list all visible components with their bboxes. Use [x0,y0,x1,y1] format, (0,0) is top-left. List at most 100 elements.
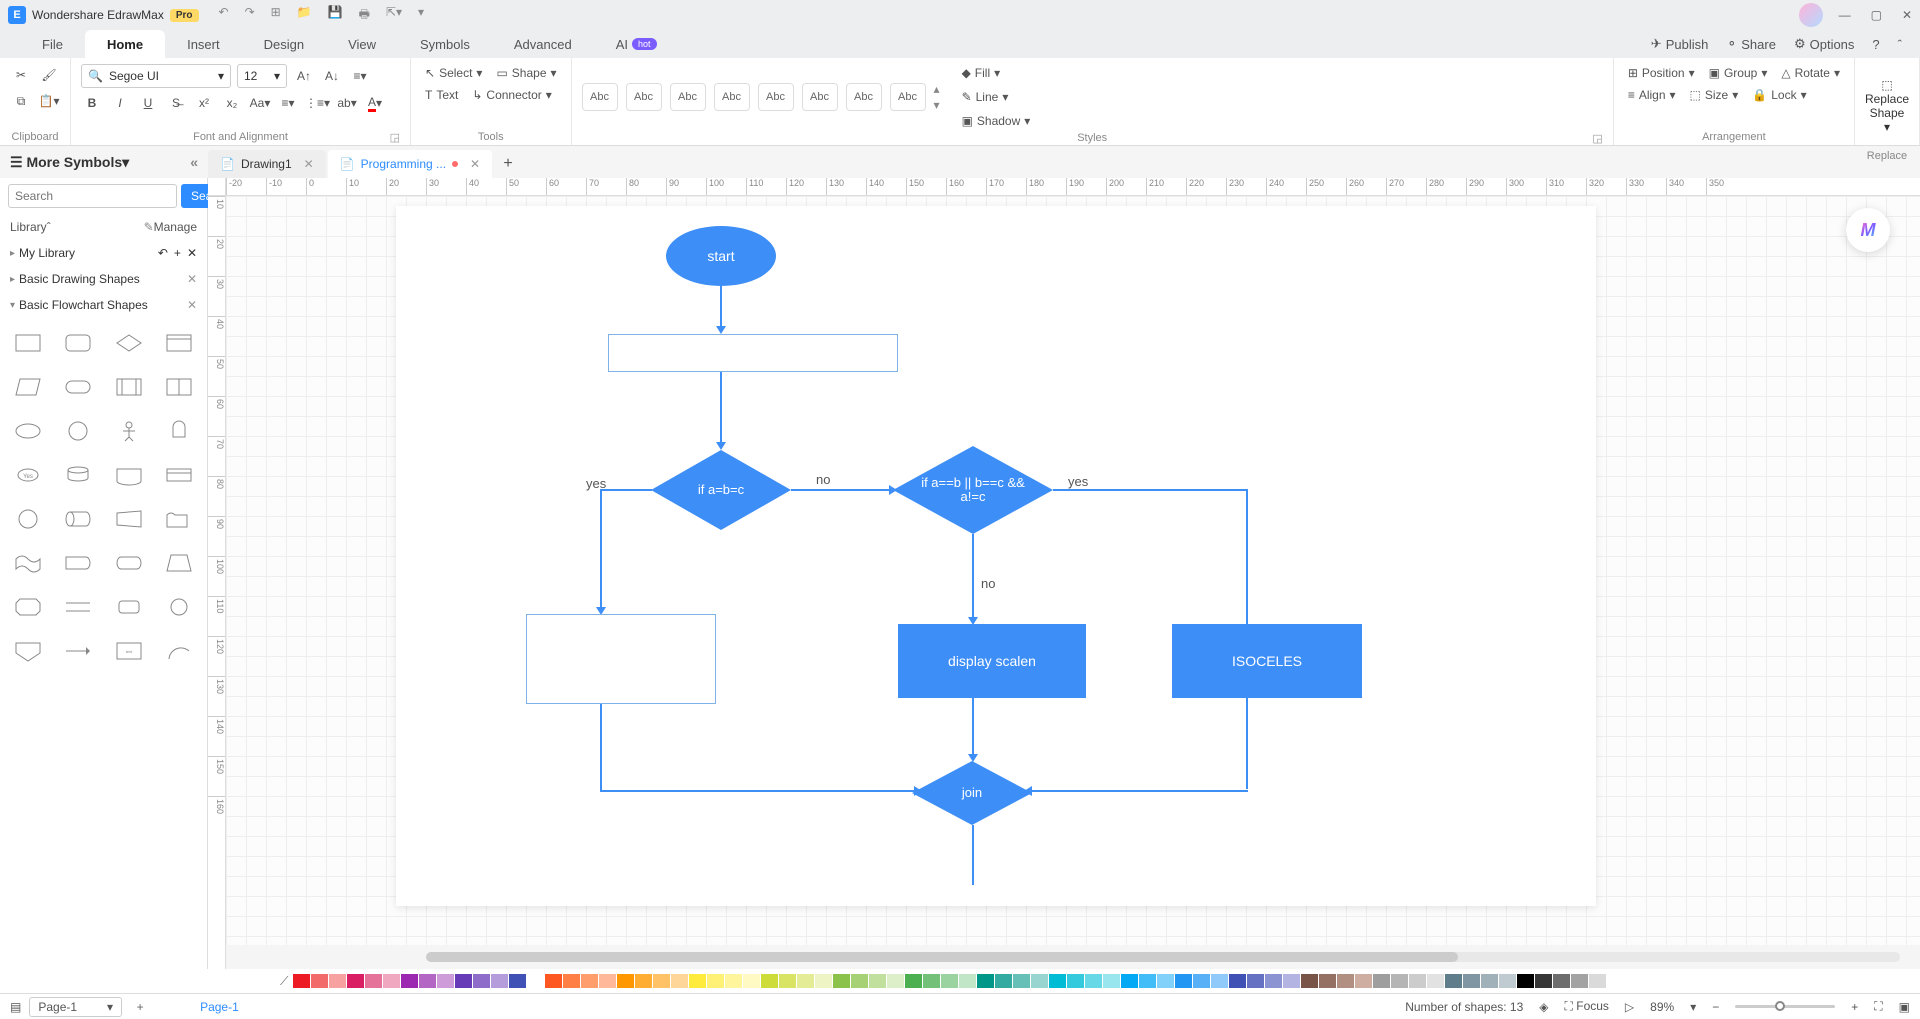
color-swatch[interactable] [725,974,742,988]
menu-view[interactable]: View [326,30,398,58]
color-swatch[interactable] [779,974,796,988]
palette-shape[interactable] [157,632,201,670]
horizontal-scrollbar[interactable] [226,945,1920,969]
search-input[interactable] [8,184,177,208]
color-swatch[interactable] [599,974,616,988]
node-decision2[interactable]: if a==b || b==c && a!=c [893,446,1053,534]
color-swatch[interactable] [905,974,922,988]
palette-shape[interactable] [6,588,50,626]
node-process-empty1[interactable] [608,334,898,372]
bold-icon[interactable]: B [81,92,103,114]
palette-shape[interactable] [157,588,201,626]
palette-shape[interactable] [6,632,50,670]
palette-shape[interactable] [6,412,50,450]
zoom-in-icon[interactable]: + [1851,1000,1858,1014]
page-menu-icon[interactable]: ▤ [10,1000,21,1014]
color-swatch[interactable] [581,974,598,988]
color-swatch[interactable] [1085,974,1102,988]
zoom-slider[interactable] [1735,1005,1835,1008]
connector[interactable] [600,489,652,491]
style-swatch[interactable]: Abc [626,83,662,111]
color-swatch[interactable] [941,974,958,988]
color-swatch[interactable] [1427,974,1444,988]
color-swatch[interactable] [1517,974,1534,988]
node-join[interactable]: join [912,761,1032,825]
line-button[interactable]: ✎ Line ▾ [958,88,1035,106]
close-icon[interactable]: ✕ [1902,8,1912,22]
case-icon[interactable]: Aa▾ [249,92,271,114]
strike-icon[interactable]: S̶ [165,92,187,114]
style-swatch[interactable]: Abc [582,83,618,111]
palette-shape[interactable] [56,412,100,450]
node-start[interactable]: start [666,226,776,286]
paste-icon[interactable]: 📋▾ [38,90,60,112]
palette-shape[interactable]: Yes [6,456,50,494]
color-swatch[interactable] [437,974,454,988]
close-tab-icon[interactable]: ✕ [304,157,314,171]
color-swatch[interactable] [1121,974,1138,988]
color-swatch[interactable] [995,974,1012,988]
rotate-button[interactable]: △ Rotate ▾ [1777,64,1844,82]
minimize-icon[interactable]: — [1839,8,1851,22]
eyedropper-icon[interactable]: ⟋ [280,974,288,989]
close-lib-icon[interactable]: ✕ [187,246,197,260]
node-isoceles[interactable]: ISOCELES [1172,624,1362,698]
color-swatch[interactable] [455,974,472,988]
document-tab[interactable]: 📄Drawing1✕ [208,150,326,178]
palette-shape[interactable] [56,456,100,494]
style-swatch[interactable]: Abc [802,83,838,111]
color-swatch[interactable] [1157,974,1174,988]
my-library-section[interactable]: ▸My Library ↶ + ✕ [0,240,207,266]
color-swatch[interactable] [1319,974,1336,988]
palette-shape[interactable] [157,368,201,406]
manage-icon[interactable]: ✎ [144,220,154,234]
connector[interactable] [720,286,722,328]
menu-ai[interactable]: AIhot [594,30,679,58]
color-swatch[interactable] [833,974,850,988]
color-swatch[interactable] [959,974,976,988]
style-swatch[interactable]: Abc [670,83,706,111]
italic-icon[interactable]: I [109,92,131,114]
connector[interactable] [972,698,974,758]
fit-page-icon[interactable]: ⛶ [1874,999,1882,1014]
redo-icon[interactable]: ↷ [245,5,255,26]
highlight-icon[interactable]: ab▾ [336,92,358,114]
palette-shape[interactable] [157,500,201,538]
color-swatch[interactable] [815,974,832,988]
new-icon[interactable]: ⊞ [271,5,281,26]
color-swatch[interactable] [1067,974,1084,988]
color-swatch[interactable] [311,974,328,988]
position-button[interactable]: ⊞ Position ▾ [1624,64,1699,82]
color-swatch[interactable] [635,974,652,988]
color-swatch[interactable] [977,974,994,988]
font-shrink-icon[interactable]: A↓ [321,65,343,87]
page-label[interactable]: Page-1 [200,1000,239,1014]
font-size-combo[interactable]: 12▾ [237,64,287,88]
format-painter-icon[interactable]: 🖌 [38,64,60,86]
color-swatch[interactable] [491,974,508,988]
connector[interactable] [791,489,891,491]
print-icon[interactable]: 🖶 [359,5,370,26]
color-swatch[interactable] [383,974,400,988]
replace-shape-button[interactable]: ⬚Replace Shape▾ [1865,64,1909,148]
palette-shape[interactable] [107,324,151,362]
color-swatch[interactable] [1481,974,1498,988]
close-section-icon[interactable]: ✕ [187,272,197,286]
node-process-empty2[interactable] [526,614,716,704]
fullscreen-icon[interactable]: ▣ [1899,1000,1910,1014]
ai-assistant-badge[interactable]: M [1846,208,1890,252]
style-swatch[interactable]: Abc [890,83,926,111]
shadow-button[interactable]: ▣ Shadow ▾ [958,112,1035,130]
color-swatch[interactable] [1499,974,1516,988]
publish-button[interactable]: ✈ Publish [1651,36,1709,52]
palette-shape[interactable] [6,324,50,362]
color-swatch[interactable] [1373,974,1390,988]
color-swatch[interactable] [1571,974,1588,988]
menu-insert[interactable]: Insert [165,30,242,58]
options-button[interactable]: ⚙ Options [1794,36,1854,52]
menu-advanced[interactable]: Advanced [492,30,594,58]
close-tab-icon[interactable]: ✕ [470,157,480,171]
palette-shape[interactable] [56,544,100,582]
color-swatch[interactable] [797,974,814,988]
color-swatch[interactable] [1247,974,1264,988]
